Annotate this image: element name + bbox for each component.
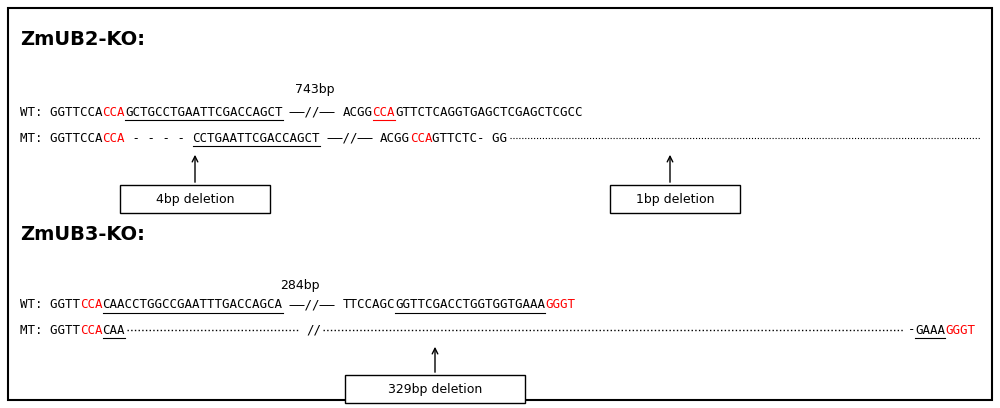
Text: CCA: CCA [372, 106, 395, 118]
Text: CCA: CCA [80, 324, 103, 337]
Text: ——//——: ——//—— [283, 299, 342, 311]
Text: MT: GGTT: MT: GGTT [20, 324, 80, 337]
Text: CCA: CCA [103, 106, 125, 118]
Text: ZmUB3-KO:: ZmUB3-KO: [20, 225, 145, 244]
Text: GGGT: GGGT [545, 299, 575, 311]
Text: TTCCAGC: TTCCAGC [342, 299, 395, 311]
Text: GTTCTCAGGTGAGCTCGAGCTCGCC: GTTCTCAGGTGAGCTCGAGCTCGCC [395, 106, 582, 118]
Text: ——//——: ——//—— [320, 131, 380, 144]
Text: WT: GGTT: WT: GGTT [20, 299, 80, 311]
Text: //: // [306, 324, 321, 337]
Bar [610, 185, 740, 213]
Text: 4bp deletion: 4bp deletion [156, 193, 234, 206]
Text: ——//——: ——//—— [283, 106, 342, 118]
Text: GGGT: GGGT [945, 324, 975, 337]
Text: 284bp: 284bp [280, 279, 320, 291]
Text: CCTGAATTCGACCAGCT: CCTGAATTCGACCAGCT [192, 131, 320, 144]
Bar [345, 375, 525, 403]
Text: MT: GGTTCCA: MT: GGTTCCA [20, 131, 103, 144]
Text: ACGG: ACGG [342, 106, 372, 118]
Text: WT: GGTTCCA: WT: GGTTCCA [20, 106, 103, 118]
Text: CAA: CAA [103, 324, 125, 337]
Text: CCA: CCA [103, 131, 125, 144]
Text: 743bp: 743bp [295, 84, 335, 97]
Text: CCA: CCA [410, 131, 432, 144]
Text: GAAA: GAAA [915, 324, 945, 337]
Text: GTTCTC- GG: GTTCTC- GG [432, 131, 508, 144]
Text: GCTGCCTGAATTCGACCAGCT: GCTGCCTGAATTCGACCAGCT [125, 106, 283, 118]
Text: 1bp deletion: 1bp deletion [636, 193, 714, 206]
Text: ACGG: ACGG [380, 131, 410, 144]
Text: ZmUB2-KO:: ZmUB2-KO: [20, 30, 145, 49]
Text: 329bp deletion: 329bp deletion [388, 383, 482, 395]
Text: GGTTCGACCTGGTGGTGAAA: GGTTCGACCTGGTGGTGAAA [395, 299, 545, 311]
Text: CCA: CCA [80, 299, 103, 311]
Bar [120, 185, 270, 213]
Text: CAACCTGGCCGAATTTGACCAGCA: CAACCTGGCCGAATTTGACCAGCA [103, 299, 283, 311]
Text: - - - -: - - - - [125, 131, 192, 144]
Text: -: - [908, 324, 915, 337]
